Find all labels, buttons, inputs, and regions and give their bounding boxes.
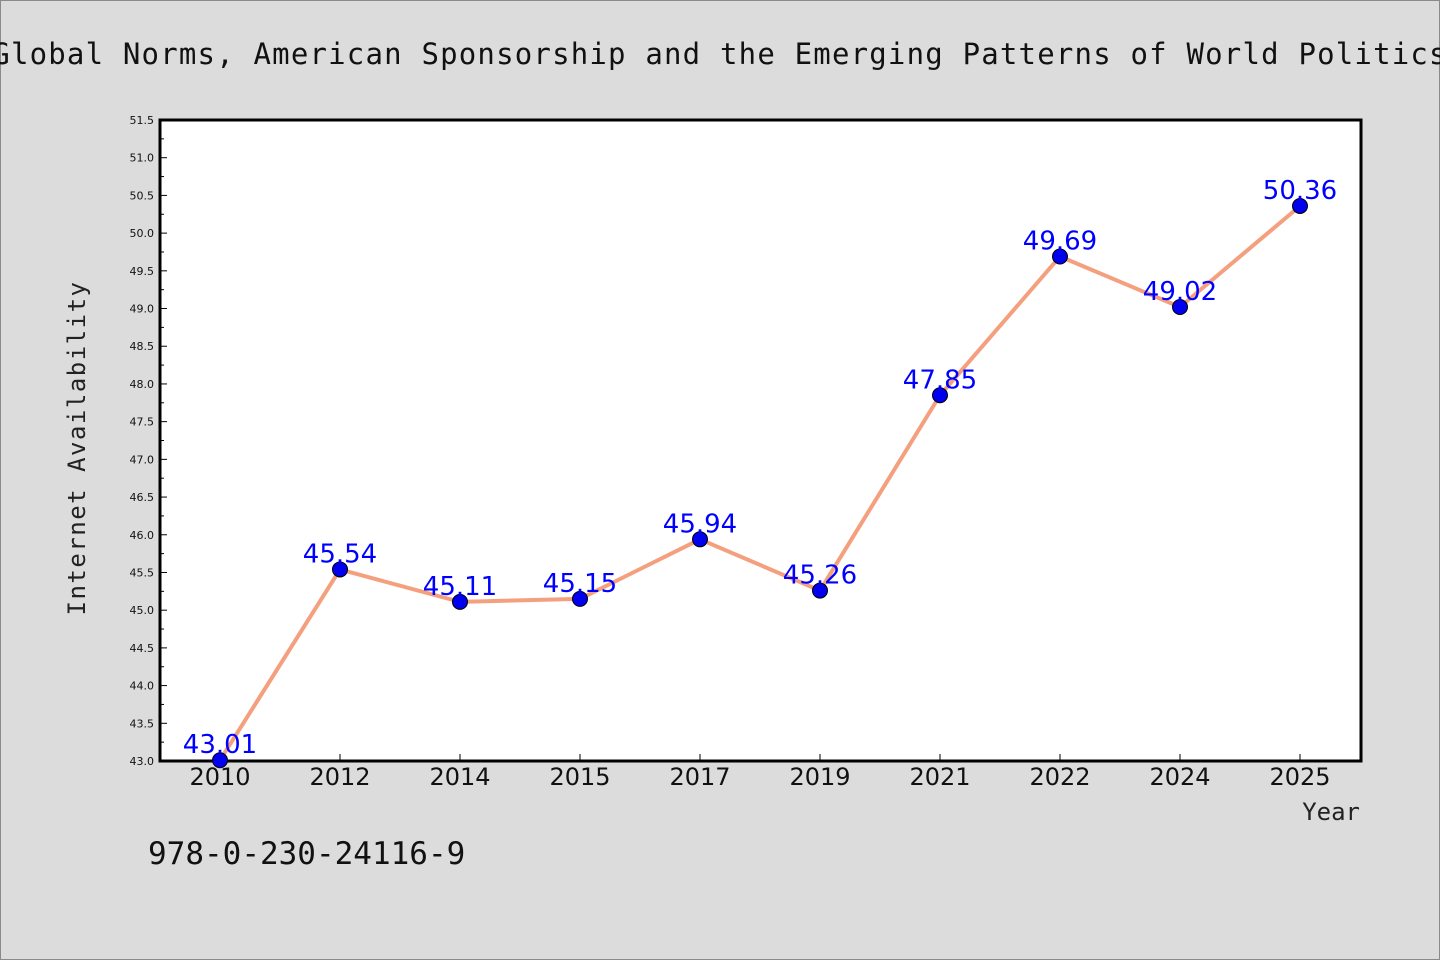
series-line: [218, 204, 1302, 762]
x-axis: 2010 2012 2014 2015 2017 2019 2021 2022 2024 2025: [189, 754, 1331, 791]
data-label: 43.01: [183, 730, 257, 760]
data-point: [212, 752, 228, 769]
data-point: [572, 590, 588, 607]
isbn-code: 978-0-230-24116-9: [148, 836, 465, 872]
y-tick-label: 46.5: [130, 491, 155, 504]
data-label: 50.36: [1263, 176, 1337, 206]
data-point: [1052, 248, 1068, 265]
data-point: [332, 561, 348, 578]
y-tick-label: 43.0: [130, 755, 155, 768]
x-tick-label: 2014: [429, 763, 490, 791]
y-tick-label: 44.0: [130, 680, 155, 693]
data-label: 45.15: [543, 569, 617, 599]
x-tick-label: 2017: [669, 763, 730, 791]
series: 43.01 45.54 45.11 45.15 45.94 45.26 47.85 49.69…: [183, 176, 1337, 769]
y-tick-label: 45.0: [130, 604, 155, 617]
x-tick-label: 2021: [909, 763, 970, 791]
data-point: [692, 531, 708, 548]
data-point: [452, 593, 468, 610]
x-axis-label: Year: [1302, 798, 1360, 826]
y-tick-label: 48.5: [130, 340, 155, 353]
y-tick-label: 50.5: [130, 189, 155, 202]
plot-area: [158, 118, 1363, 763]
x-tick-label: 2025: [1269, 763, 1330, 791]
y-tick-label: 44.5: [130, 642, 155, 655]
data-label: 49.69: [1023, 226, 1097, 256]
y-tick-label: 45.5: [130, 566, 155, 579]
x-tick-label: 2022: [1029, 763, 1090, 791]
x-tick-label: 2024: [1149, 763, 1210, 791]
y-tick-label: 49.0: [130, 303, 155, 316]
data-point: [812, 582, 828, 599]
y-tick-label: 46.0: [130, 529, 155, 542]
data-label: 45.11: [423, 572, 497, 602]
data-label: 45.26: [783, 561, 857, 591]
y-axis-label: Internet Availability: [63, 281, 91, 616]
y-tick-label: 47.5: [130, 416, 155, 429]
y-tick-label: 48.0: [130, 378, 155, 391]
y-axis: 43.0 43.5 44.0 44.5 45.0 45.5 46.0 46.5 47.0 47.5…: [130, 114, 167, 768]
data-label: 45.94: [663, 509, 737, 539]
data-point: [932, 387, 948, 404]
y-tick-label: 50.0: [130, 227, 155, 240]
data-point: [1292, 197, 1308, 214]
data-point: [1172, 299, 1188, 316]
data-label: 49.02: [1143, 277, 1217, 307]
x-tick-label: 2015: [549, 763, 610, 791]
y-tick-label: 49.5: [130, 265, 155, 278]
x-tick-label: 2019: [789, 763, 850, 791]
y-tick-label: 51.0: [130, 152, 155, 165]
data-label: 45.54: [303, 539, 377, 569]
chart-title: Global Norms, American Sponsorship and t…: [0, 37, 1440, 71]
y-tick-label: 51.5: [130, 114, 155, 127]
x-tick-label: 2012: [309, 763, 370, 791]
y-tick-label: 43.5: [130, 717, 155, 730]
y-tick-label: 47.0: [130, 453, 155, 466]
data-label: 47.85: [903, 365, 977, 395]
